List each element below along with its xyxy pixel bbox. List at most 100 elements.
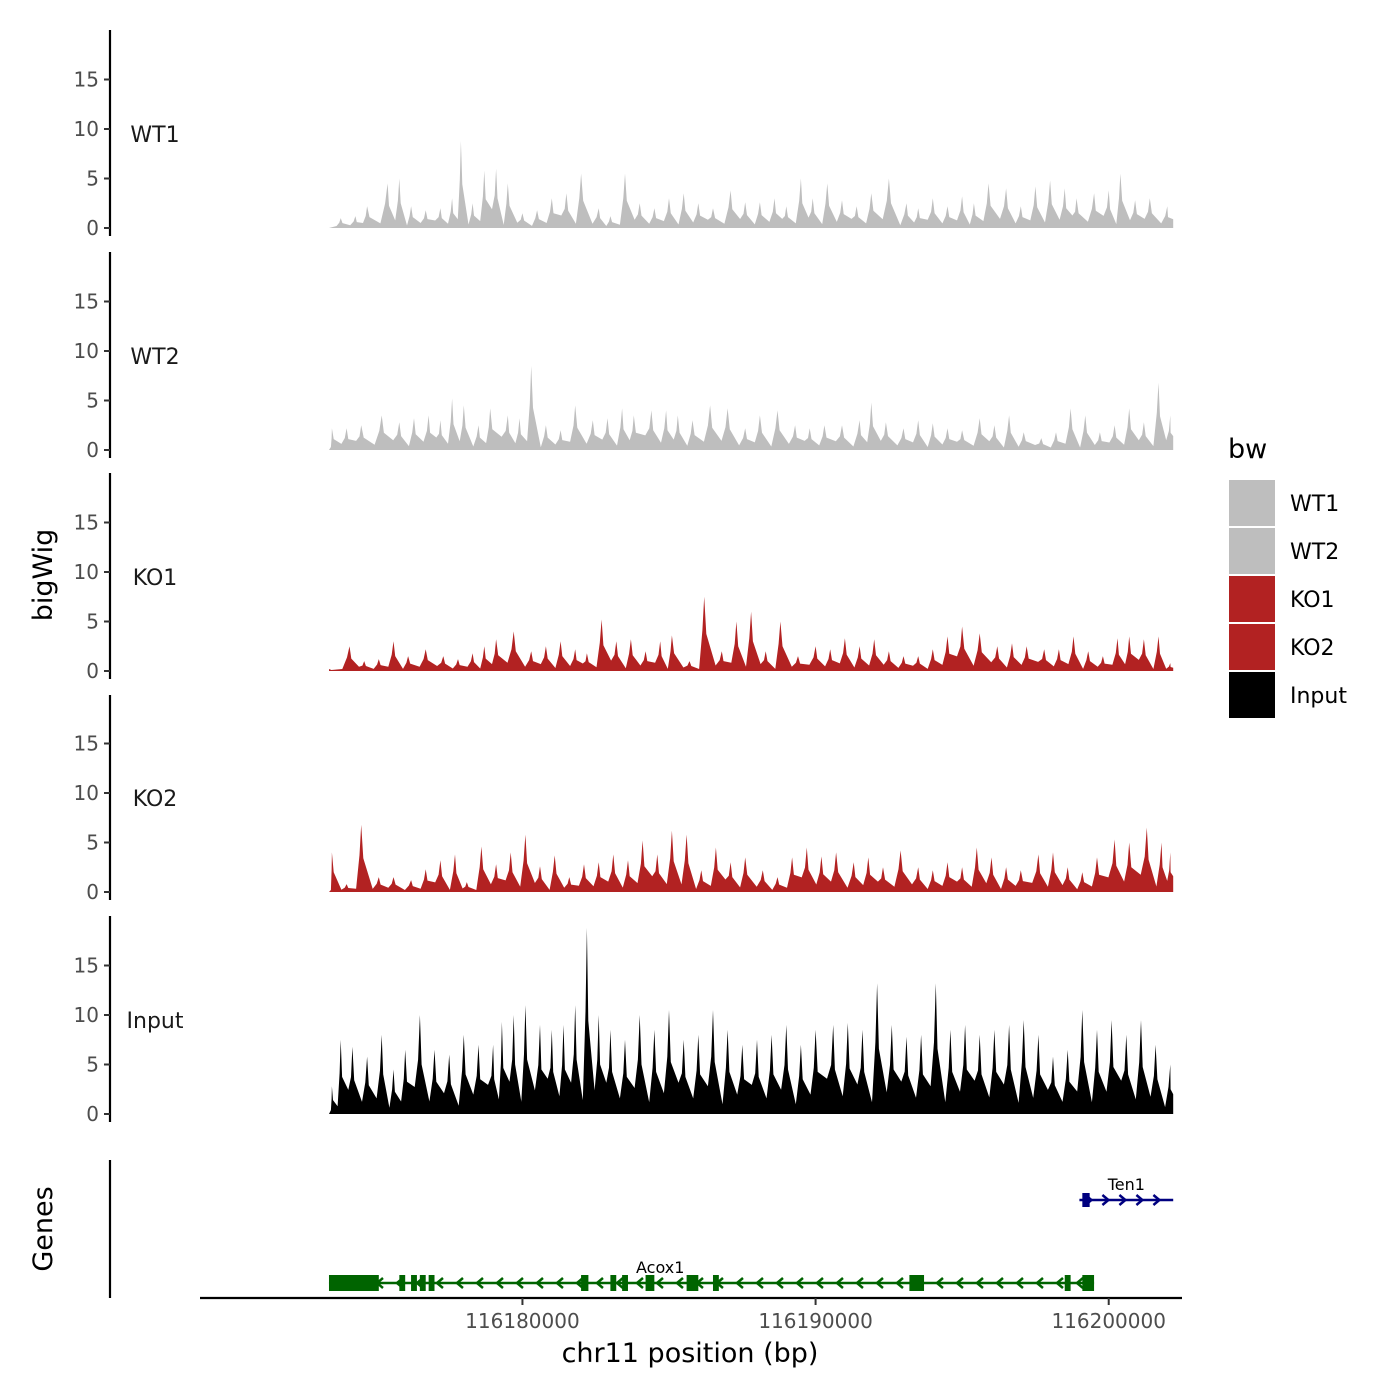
exon: [419, 1275, 426, 1291]
signal-area-wt1: [329, 140, 1174, 228]
y-tick-label: 15: [74, 732, 99, 756]
strand-arrow: [475, 1277, 484, 1289]
strand-arrow: [735, 1277, 744, 1289]
track-wt1: 0 5 10 15 WT1: [74, 30, 1174, 240]
strand-arrow: [435, 1277, 444, 1289]
y-tick-label: 10: [74, 1003, 99, 1027]
strand-arrow: [1135, 1194, 1145, 1206]
strand-arrow: [495, 1277, 504, 1289]
strand-arrow: [675, 1277, 684, 1289]
strand-arrow: [815, 1277, 824, 1289]
strand-arrow: [1101, 1194, 1111, 1206]
y-tick-label: 0: [86, 880, 99, 904]
track-label: WT1: [130, 123, 179, 148]
exon: [1082, 1193, 1090, 1207]
x-axis: 116180000 116190000 116200000: [200, 1296, 1182, 1333]
y-tick-label: 5: [86, 389, 99, 413]
y-tick-label: 10: [74, 117, 99, 141]
exon: [581, 1275, 589, 1291]
gene-label: Ten1: [1107, 1175, 1145, 1194]
gene-track: Ten1 Acox1: [108, 1160, 1174, 1298]
y-axis-title: bigWig: [28, 529, 59, 622]
strand-arrow: [835, 1277, 844, 1289]
strand-arrow: [515, 1277, 524, 1289]
strand-arrow: [1035, 1277, 1044, 1289]
strand-arrow: [995, 1277, 1004, 1289]
exon: [622, 1275, 628, 1291]
x-tick-label: 116200000: [1051, 1309, 1166, 1333]
track-wt2: 0 5 10 15 WT2: [74, 252, 1174, 462]
track-label: Input: [127, 1009, 184, 1034]
signal-area-ko1: [329, 596, 1174, 671]
legend-title: bw: [1228, 434, 1267, 465]
legend-label: KO2: [1290, 636, 1335, 661]
strand-arrow: [975, 1277, 984, 1289]
strand-arrow: [615, 1277, 624, 1289]
strand-arrow: [1152, 1194, 1162, 1206]
legend-item-ko2: KO2: [1229, 624, 1335, 670]
strand-arrow: [455, 1277, 464, 1289]
gene-acox1: Acox1: [328, 1258, 1095, 1291]
legend-label: Input: [1290, 684, 1347, 709]
track-label: KO1: [133, 566, 178, 591]
exon: [411, 1275, 417, 1291]
exon: [1082, 1275, 1095, 1291]
track-ko1: 0 5 10 15 KO1: [74, 473, 1174, 683]
legend-item-input: Input: [1229, 672, 1347, 718]
strand-arrow: [755, 1277, 764, 1289]
legend: bw WT1 WT2 KO1 KO2 Input: [1228, 434, 1347, 718]
strand-arrow: [1118, 1194, 1128, 1206]
legend-swatch: [1229, 672, 1275, 718]
y-tick-label: 15: [74, 511, 99, 535]
exon: [686, 1275, 699, 1291]
strand-arrow: [855, 1277, 864, 1289]
y-tick-label: 10: [74, 339, 99, 363]
y-tick-label: 10: [74, 781, 99, 805]
strand-arrow: [1075, 1277, 1084, 1289]
y-tick-label: 0: [86, 659, 99, 683]
track-ko2: 0 5 10 15 KO2: [74, 695, 1174, 904]
y-tick-label: 15: [74, 954, 99, 978]
signal-tracks: 0 5 10 15 WT1 0 5 10 15 WT2 0 5 10 15 KO1 0 5 10 15 KO2 0 5 10…: [74, 30, 1174, 1126]
gene-ten1: Ten1: [1079, 1175, 1174, 1207]
track-input: 0 5 10 15 Input: [74, 916, 1174, 1126]
legend-label: WT2: [1290, 540, 1339, 565]
x-tick-label: 116190000: [758, 1309, 873, 1333]
exon: [428, 1275, 435, 1291]
legend-item-wt1: WT1: [1229, 480, 1339, 526]
strand-arrow: [935, 1277, 944, 1289]
y-tick-label: 0: [86, 438, 99, 462]
gene-label: Acox1: [636, 1258, 684, 1277]
strand-arrow: [895, 1277, 904, 1289]
legend-label: WT1: [1290, 492, 1339, 517]
x-tick-label: 116180000: [465, 1309, 580, 1333]
strand-arrow: [1015, 1277, 1024, 1289]
strand-arrow: [875, 1277, 884, 1289]
legend-swatch: [1229, 480, 1275, 526]
track-label: WT2: [130, 345, 179, 370]
strand-arrow: [655, 1277, 664, 1289]
y-tick-label: 5: [86, 167, 99, 191]
exon: [909, 1275, 925, 1291]
genes-axis-title: Genes: [28, 1186, 59, 1271]
legend-swatch: [1229, 576, 1275, 622]
signal-area-input: [329, 927, 1174, 1114]
legend-label: KO1: [1290, 588, 1335, 613]
exon: [328, 1275, 379, 1291]
strand-arrow: [555, 1277, 564, 1289]
strand-arrow: [635, 1277, 644, 1289]
y-tick-label: 0: [86, 1102, 99, 1126]
y-tick-label: 10: [74, 560, 99, 584]
signal-area-ko2: [329, 824, 1174, 892]
legend-swatch: [1229, 624, 1275, 670]
exon: [712, 1275, 719, 1291]
legend-item-wt2: WT2: [1229, 528, 1339, 574]
y-tick-label: 5: [86, 610, 99, 634]
y-tick-label: 5: [86, 1053, 99, 1077]
track-label: KO2: [133, 787, 178, 812]
strand-arrow: [595, 1277, 604, 1289]
y-tick-label: 15: [74, 290, 99, 314]
strand-arrow: [775, 1277, 784, 1289]
strand-arrow: [575, 1277, 584, 1289]
